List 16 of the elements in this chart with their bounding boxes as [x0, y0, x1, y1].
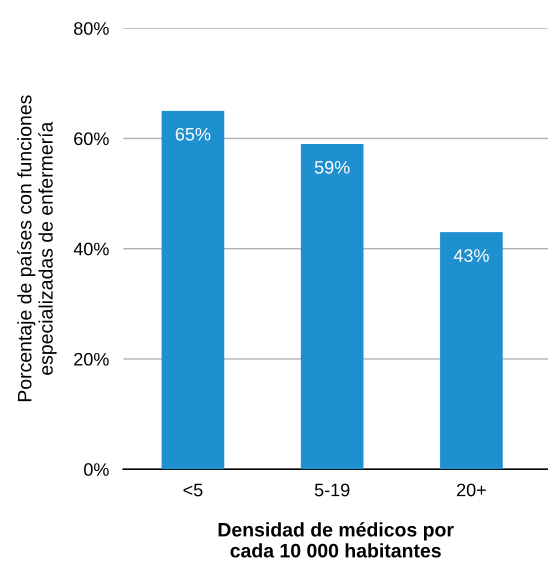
- data-label: 59%: [314, 160, 350, 174]
- bar: [440, 232, 503, 470]
- bar: [300, 144, 364, 470]
- bar: [162, 110, 224, 470]
- y-tick-label: 60%: [74, 132, 109, 146]
- y-tick-label: 80%: [74, 22, 109, 35]
- x-tick-label: 20+: [457, 484, 486, 496]
- y-tick-label: 0%: [84, 463, 109, 476]
- x-tick-label: <5: [184, 484, 202, 496]
- x-axis-title: Densidad de médicos por cada 10 000 habitantes: [218, 522, 454, 558]
- data-label: 65%: [176, 128, 210, 141]
- x-tick-label: 5-19: [314, 484, 350, 496]
- y-axis-title: Porcentaje de países con funciones especializadas de enfermería: [17, 95, 57, 402]
- y-tick-label: 40%: [74, 242, 109, 256]
- data-label: 43%: [454, 249, 489, 262]
- y-tick-label: 20%: [74, 352, 109, 366]
